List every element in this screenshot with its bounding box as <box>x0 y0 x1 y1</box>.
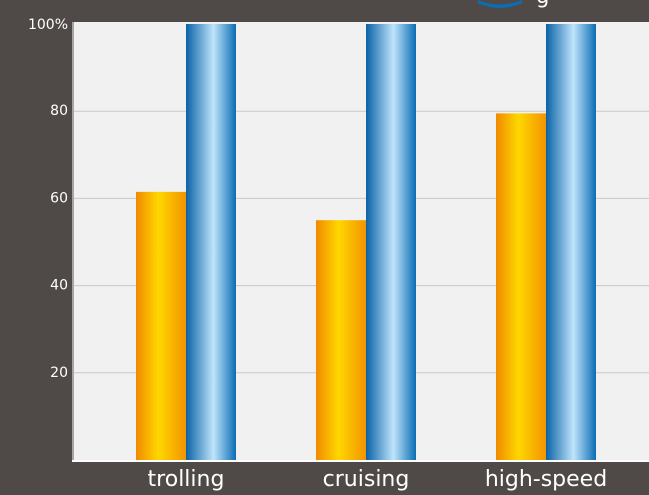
bars <box>136 24 596 461</box>
y-tick-label: 60 <box>50 190 68 206</box>
x-tick-label: cruising <box>323 467 410 492</box>
x-tick-label: trolling <box>148 467 225 492</box>
bar-high-speed-series-1 <box>496 113 546 460</box>
y-tick-labels: 20 40 60 80 100% <box>28 17 68 381</box>
bar-trolling-series-1 <box>136 191 186 461</box>
axes <box>72 22 649 462</box>
legend-label: g <box>536 0 549 8</box>
y-tick-label: 40 <box>50 278 68 294</box>
bar-cruising-series-2 <box>366 24 416 460</box>
legend-swatch-icon <box>478 0 522 8</box>
x-tick-labels: trolling cruising high-speed <box>148 467 608 492</box>
bar-cruising-series-1 <box>316 220 366 460</box>
bar-trolling-series-2 <box>186 24 236 460</box>
x-tick-label: high-speed <box>485 467 607 492</box>
y-tick-label: 20 <box>50 365 68 381</box>
bar-high-speed-series-2 <box>546 24 596 460</box>
y-tick-label: 100% <box>28 17 68 33</box>
y-tick-label: 80 <box>50 103 68 119</box>
legend-fragment: g <box>478 0 549 8</box>
